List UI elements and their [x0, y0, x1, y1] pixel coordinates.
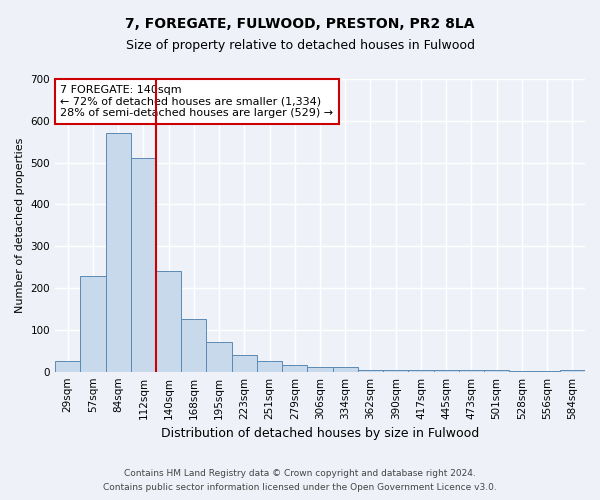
Bar	[459, 370, 484, 372]
Bar	[434, 370, 459, 372]
Bar	[383, 370, 409, 372]
Bar	[484, 370, 509, 372]
Text: Contains HM Land Registry data © Crown copyright and database right 2024.: Contains HM Land Registry data © Crown c…	[124, 468, 476, 477]
X-axis label: Distribution of detached houses by size in Fulwood: Distribution of detached houses by size …	[161, 427, 479, 440]
Bar	[358, 370, 383, 372]
Text: Size of property relative to detached houses in Fulwood: Size of property relative to detached ho…	[125, 39, 475, 52]
Bar	[282, 366, 307, 372]
Bar	[181, 320, 206, 372]
Bar	[206, 342, 232, 372]
Bar	[131, 158, 156, 372]
Bar	[409, 370, 434, 372]
Bar	[332, 366, 358, 372]
Text: Contains public sector information licensed under the Open Government Licence v3: Contains public sector information licen…	[103, 484, 497, 492]
Bar	[257, 361, 282, 372]
Bar	[307, 368, 332, 372]
Bar	[535, 371, 560, 372]
Y-axis label: Number of detached properties: Number of detached properties	[15, 138, 25, 313]
Bar	[560, 370, 585, 372]
Text: 7, FOREGATE, FULWOOD, PRESTON, PR2 8LA: 7, FOREGATE, FULWOOD, PRESTON, PR2 8LA	[125, 18, 475, 32]
Bar	[106, 134, 131, 372]
Bar	[80, 276, 106, 372]
Bar	[232, 355, 257, 372]
Bar	[156, 272, 181, 372]
Bar	[509, 371, 535, 372]
Text: 7 FOREGATE: 140sqm
← 72% of detached houses are smaller (1,334)
28% of semi-deta: 7 FOREGATE: 140sqm ← 72% of detached hou…	[61, 85, 334, 118]
Bar	[55, 361, 80, 372]
